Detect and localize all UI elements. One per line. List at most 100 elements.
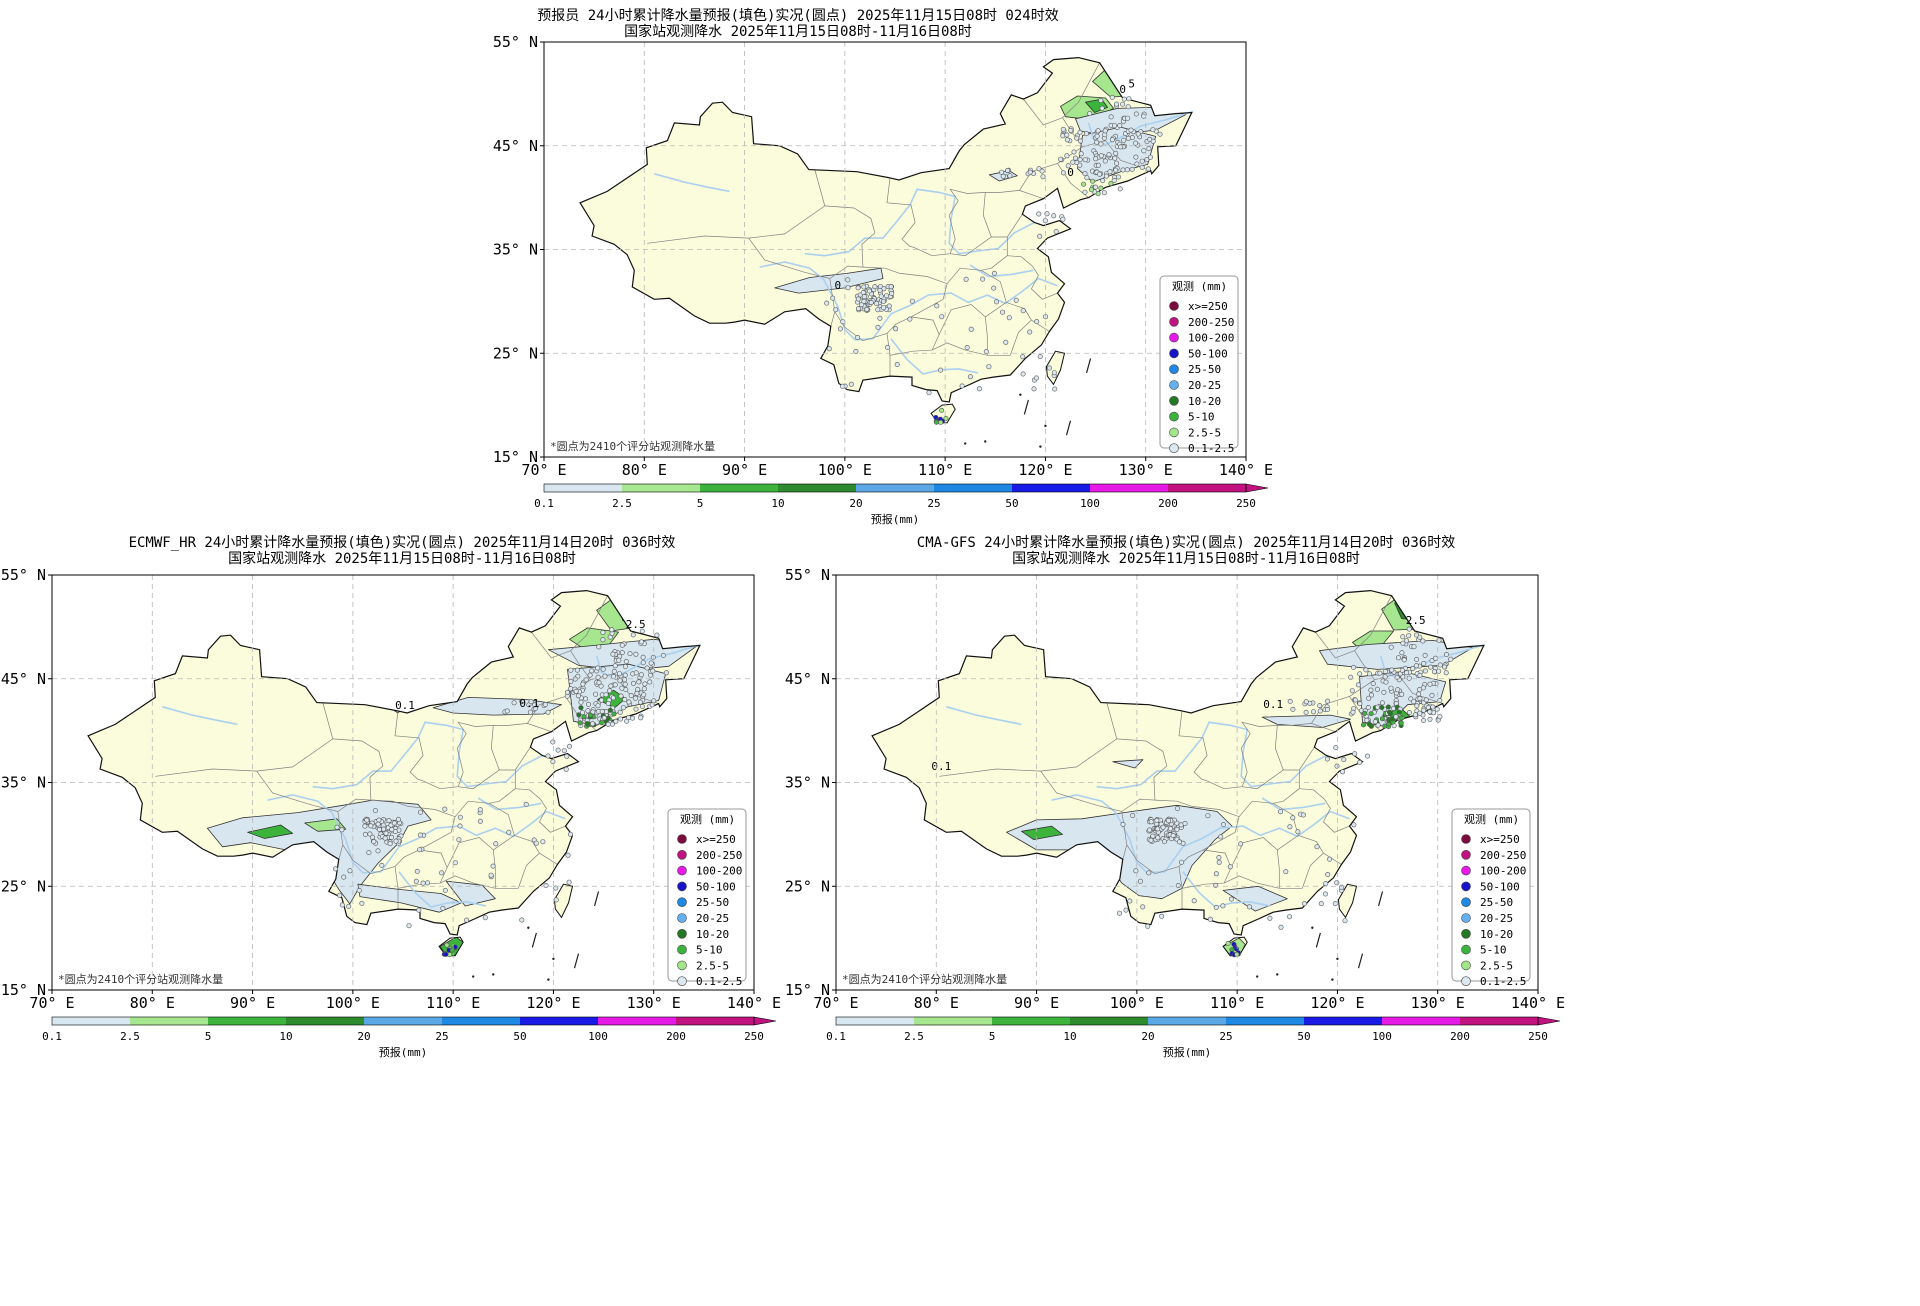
dash-line [1315, 932, 1321, 948]
station-dot [601, 715, 607, 721]
legend-marker [677, 834, 687, 844]
station-dot [1216, 855, 1222, 861]
station-dot [1365, 704, 1371, 710]
legend-label: 10-20 [1480, 928, 1513, 941]
colorbar-frame [51, 1016, 755, 1026]
legend-marker [1461, 976, 1471, 986]
station-dot [1072, 155, 1078, 161]
station-dot [1414, 703, 1420, 709]
colorbar-segment [934, 484, 1012, 492]
station-dot [346, 903, 352, 909]
station-dot [574, 667, 580, 673]
province-border [1223, 875, 1303, 889]
province-border [1007, 214, 1023, 238]
station-dot [933, 419, 939, 425]
province-border [394, 710, 441, 790]
station-dot [417, 832, 423, 838]
station-dot [855, 334, 861, 340]
precip-contour [1261, 714, 1351, 728]
station-dot [1364, 717, 1370, 723]
station-dot [585, 701, 591, 707]
station-dot [861, 294, 867, 300]
legend-title: 观测 (mm) [1172, 280, 1227, 293]
station-dot [1051, 370, 1057, 376]
station-dot [602, 673, 608, 679]
precip-contour [247, 824, 294, 839]
station-dot [1020, 371, 1026, 377]
station-dot [1417, 710, 1423, 716]
station-dot [875, 324, 881, 330]
station-dot [1108, 114, 1114, 120]
province-border [515, 747, 531, 771]
legend-marker [1461, 897, 1471, 907]
china-land [872, 590, 1484, 935]
station-dot [550, 759, 556, 765]
station-dot [1068, 127, 1074, 133]
province-border [1323, 852, 1342, 865]
map-subtitle: 国家站观测降水 2025年11月15日08时-11月16日08时 [1012, 550, 1360, 567]
station-dot [1404, 670, 1410, 676]
station-dot [611, 711, 617, 717]
station-dot [630, 680, 636, 686]
lon-tick-label: 90° E [230, 994, 275, 1012]
station-dot [1094, 139, 1100, 145]
colorbar-segment [676, 1017, 754, 1025]
station-dot [600, 637, 606, 643]
station-dot [1443, 652, 1449, 658]
lat-tick-label: 25° N [785, 877, 830, 895]
lon-tick-label: 130° E [1119, 461, 1173, 479]
station-dot [877, 315, 883, 321]
river [946, 706, 1022, 726]
station-dot [939, 407, 945, 413]
station-dot [860, 289, 866, 295]
colorbar-tick: 0.1 [42, 1030, 62, 1043]
province-border [531, 631, 571, 659]
station-dot [599, 708, 605, 714]
station-dot [963, 276, 969, 282]
panel-ecmwf: ECMWF_HR 24小时累计降水量预报(填色)实况(圆点) 2025年11月1… [1, 534, 968, 1306]
station-dot [1077, 138, 1083, 144]
station-dot [519, 698, 525, 704]
station-dot [1355, 682, 1361, 688]
station-dot [638, 639, 644, 645]
station-dot [1238, 841, 1244, 847]
station-dot [375, 821, 381, 827]
station-dot [1005, 168, 1011, 174]
station-dot [1267, 915, 1273, 921]
colorbar-segment [622, 484, 700, 492]
lat-tick-label: 25° N [493, 344, 538, 362]
station-dot [1363, 667, 1369, 673]
station-dot [1350, 664, 1356, 670]
colorbar-tick: 100 [588, 1030, 608, 1043]
legend-marker [1461, 913, 1471, 923]
legend-marker [1169, 364, 1179, 375]
station-dot [1416, 691, 1422, 697]
province-border [1315, 631, 1355, 659]
river [162, 706, 238, 726]
station-dot [1060, 216, 1066, 222]
station-dot [1064, 153, 1070, 159]
station-dot [864, 306, 870, 312]
lon-tick-label: 140° E [1511, 994, 1565, 1012]
station-dot [639, 703, 645, 709]
station-dot [578, 705, 584, 711]
station-dot [464, 917, 470, 923]
legend-box [1159, 275, 1239, 449]
legend-marker [1169, 380, 1179, 390]
station-dot [1381, 689, 1387, 695]
station-dot [1103, 173, 1109, 179]
lat-tick-label: 45° N [493, 137, 538, 155]
station-dot [1160, 824, 1166, 830]
station-dot [1082, 157, 1088, 163]
station-dot [1352, 751, 1358, 757]
province-border [647, 169, 826, 244]
station-dot [861, 298, 867, 304]
station-dot [1427, 709, 1433, 715]
station-dot [660, 652, 666, 658]
station-dot [1432, 655, 1438, 661]
station-dot [1420, 717, 1426, 723]
station-dot [976, 386, 982, 392]
legend-marker [1169, 427, 1179, 438]
station-dot [634, 690, 640, 696]
station-dot [1098, 98, 1104, 104]
